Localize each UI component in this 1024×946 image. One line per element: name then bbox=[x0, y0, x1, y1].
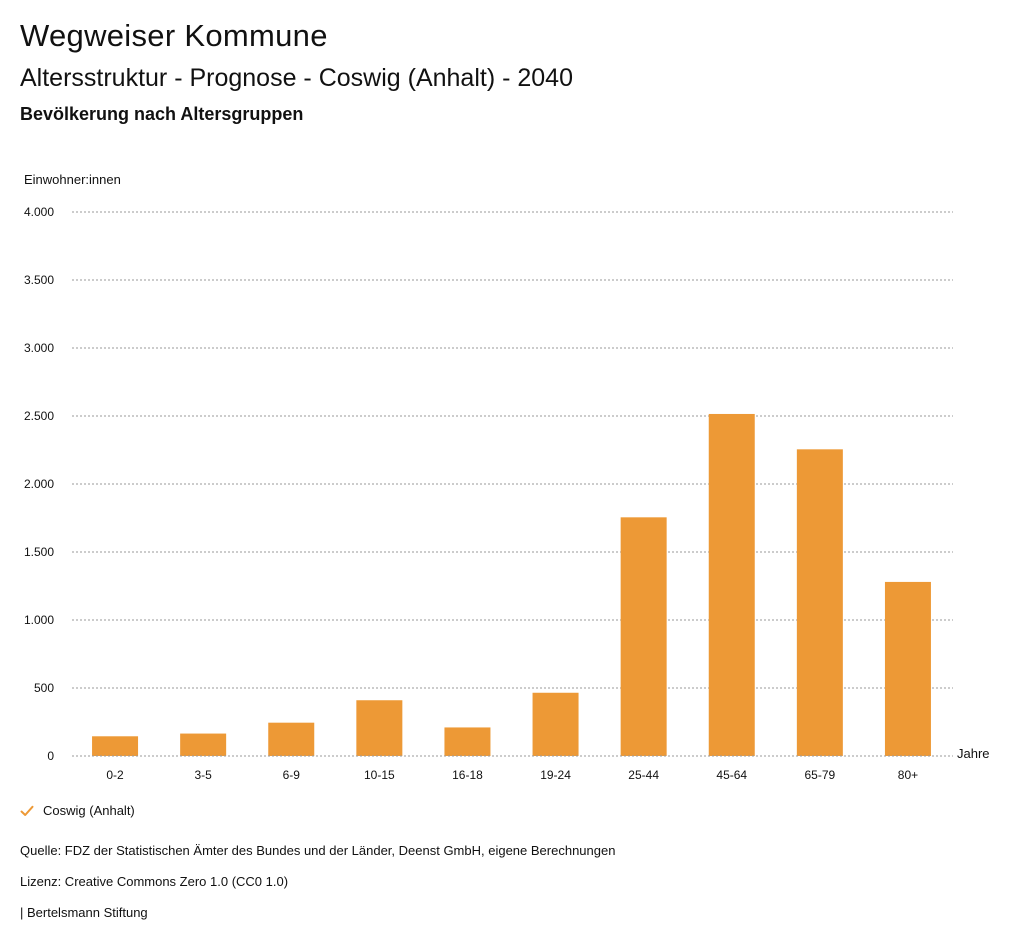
chart-heading: Bevölkerung nach Altersgruppen bbox=[20, 104, 304, 124]
bar-80+[interactable] bbox=[884, 581, 931, 756]
y-tick-label: 4.000 bbox=[24, 205, 54, 219]
legend-label: Coswig (Anhalt) bbox=[43, 803, 135, 818]
bar-65-79[interactable] bbox=[796, 449, 843, 756]
source-note: Quelle: FDZ der Statistischen Ämter des … bbox=[20, 843, 616, 858]
x-tick-label: 25-44 bbox=[628, 768, 659, 782]
legend-item[interactable]: Coswig (Anhalt) bbox=[20, 803, 135, 818]
y-tick-label: 1.500 bbox=[24, 545, 54, 559]
x-tick-label: 80+ bbox=[898, 768, 918, 782]
x-tick-label: 10-15 bbox=[364, 768, 395, 782]
bar-6-9[interactable] bbox=[268, 722, 315, 756]
y-tick-label: 0 bbox=[47, 749, 54, 763]
x-tick-label: 0-2 bbox=[106, 768, 124, 782]
bar-25-44[interactable] bbox=[620, 517, 667, 756]
bar-0-2[interactable] bbox=[92, 736, 139, 756]
bar-10-15[interactable] bbox=[356, 700, 403, 756]
x-tick-label: 19-24 bbox=[540, 768, 571, 782]
bar-chart: Einwohner:innen 0 500 1.000 1.500 2.000 2.500 3… bbox=[24, 172, 990, 782]
y-tick-label: 500 bbox=[34, 681, 54, 695]
x-tick-label: 16-18 bbox=[452, 768, 483, 782]
x-axis-title: Jahre bbox=[957, 746, 990, 761]
license-note: Lizenz: Creative Commons Zero 1.0 (CC0 1… bbox=[20, 874, 289, 889]
publisher-note: | Bertelsmann Stiftung bbox=[20, 905, 148, 920]
x-tick-label: 3-5 bbox=[194, 768, 212, 782]
x-tick-label: 45-64 bbox=[716, 768, 747, 782]
page-title: Wegweiser Kommune bbox=[20, 18, 328, 53]
bar-3-5[interactable] bbox=[180, 733, 227, 756]
y-tick-label: 3.500 bbox=[24, 273, 54, 287]
x-tick-label: 65-79 bbox=[804, 768, 835, 782]
bar-16-18[interactable] bbox=[444, 727, 491, 756]
y-axis-title: Einwohner:innen bbox=[24, 172, 121, 187]
check-icon bbox=[20, 805, 34, 816]
chart-subtitle: Altersstruktur - Prognose - Coswig (Anha… bbox=[20, 64, 573, 92]
bar-19-24[interactable] bbox=[532, 692, 579, 756]
y-tick-label: 2.500 bbox=[24, 409, 54, 423]
y-tick-label: 1.000 bbox=[24, 613, 54, 627]
y-tick-label: 2.000 bbox=[24, 477, 54, 491]
x-tick-label: 6-9 bbox=[283, 768, 301, 782]
bar-45-64[interactable] bbox=[708, 413, 755, 756]
y-tick-label: 3.000 bbox=[24, 341, 54, 355]
